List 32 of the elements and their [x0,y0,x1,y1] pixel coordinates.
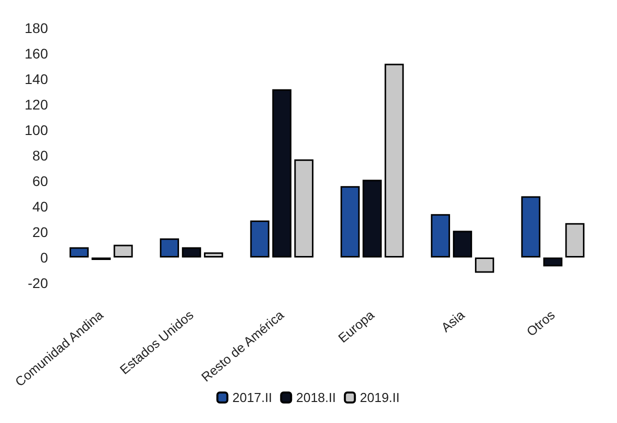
legend-label: 2018.II [296,390,336,405]
bar [384,64,404,258]
bar [452,230,472,258]
y-tick-label: 160 [24,46,48,62]
y-tick-label: 120 [24,96,48,112]
bar [114,244,133,258]
legend-label: 2017.II [232,390,272,405]
legend-label: 2019.II [360,390,400,405]
y-tick-label: 180 [24,20,48,36]
bar [521,196,540,258]
bar [543,258,562,266]
bar [272,89,292,258]
bar [474,258,494,273]
y-tick-label: 60 [32,173,48,189]
bar [204,252,224,258]
y-tick-label: 140 [24,71,48,87]
bar [70,247,89,258]
bar [250,220,270,258]
y-tick-label: 80 [32,148,48,164]
bar [294,159,314,258]
x-tick-label: Asia [438,306,468,336]
y-tick-label: 20 [32,224,48,240]
bar [182,247,202,258]
y-tick-label: 40 [32,198,48,214]
y-tick-label: -20 [28,275,48,291]
bar [340,186,360,258]
y-tick-label: 0 [40,250,48,266]
bar [430,214,450,258]
bar [160,238,180,258]
y-tick-label: 100 [24,122,48,138]
bar [565,223,584,258]
bar [362,180,382,258]
